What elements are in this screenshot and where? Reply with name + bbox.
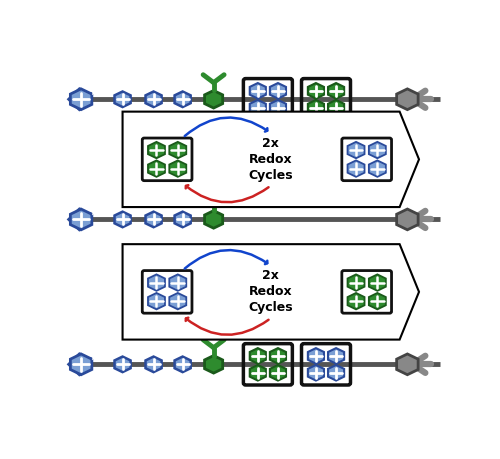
Polygon shape bbox=[328, 348, 344, 364]
Polygon shape bbox=[114, 91, 130, 107]
Polygon shape bbox=[396, 354, 418, 375]
Polygon shape bbox=[204, 356, 222, 373]
Text: 2x
Redox
Cycles: 2x Redox Cycles bbox=[248, 269, 293, 314]
Polygon shape bbox=[70, 354, 92, 375]
Polygon shape bbox=[270, 365, 286, 381]
Polygon shape bbox=[348, 274, 364, 291]
Polygon shape bbox=[250, 100, 266, 116]
Polygon shape bbox=[250, 365, 266, 381]
Polygon shape bbox=[328, 365, 344, 381]
Polygon shape bbox=[146, 357, 162, 372]
Polygon shape bbox=[348, 293, 364, 309]
Polygon shape bbox=[348, 160, 364, 177]
Polygon shape bbox=[328, 100, 344, 116]
Polygon shape bbox=[396, 89, 418, 110]
Polygon shape bbox=[369, 274, 386, 291]
Polygon shape bbox=[148, 142, 165, 158]
Polygon shape bbox=[146, 212, 162, 227]
Polygon shape bbox=[170, 142, 186, 158]
Polygon shape bbox=[122, 244, 419, 340]
Text: 2x
Redox
Cycles: 2x Redox Cycles bbox=[248, 137, 293, 182]
Polygon shape bbox=[68, 208, 80, 231]
Polygon shape bbox=[328, 83, 344, 99]
Polygon shape bbox=[170, 274, 186, 291]
Polygon shape bbox=[250, 348, 266, 364]
Polygon shape bbox=[148, 274, 165, 291]
Polygon shape bbox=[270, 348, 286, 364]
Polygon shape bbox=[369, 160, 386, 177]
Polygon shape bbox=[369, 142, 386, 158]
Polygon shape bbox=[270, 100, 286, 116]
Polygon shape bbox=[174, 212, 190, 227]
Polygon shape bbox=[204, 211, 222, 228]
Polygon shape bbox=[174, 91, 190, 107]
Polygon shape bbox=[204, 90, 222, 108]
Polygon shape bbox=[308, 348, 324, 364]
Polygon shape bbox=[70, 89, 92, 110]
Polygon shape bbox=[68, 88, 80, 111]
Polygon shape bbox=[170, 293, 186, 309]
Polygon shape bbox=[308, 100, 324, 116]
Polygon shape bbox=[174, 357, 190, 372]
Polygon shape bbox=[70, 209, 92, 230]
Polygon shape bbox=[68, 353, 80, 376]
Polygon shape bbox=[396, 209, 418, 230]
Polygon shape bbox=[308, 83, 324, 99]
Polygon shape bbox=[170, 160, 186, 177]
Polygon shape bbox=[146, 91, 162, 107]
Polygon shape bbox=[148, 160, 165, 177]
Polygon shape bbox=[114, 357, 130, 372]
Polygon shape bbox=[122, 112, 419, 207]
Polygon shape bbox=[114, 212, 130, 227]
Polygon shape bbox=[348, 142, 364, 158]
Polygon shape bbox=[148, 293, 165, 309]
Polygon shape bbox=[369, 293, 386, 309]
Polygon shape bbox=[270, 83, 286, 99]
Polygon shape bbox=[308, 365, 324, 381]
Polygon shape bbox=[250, 83, 266, 99]
